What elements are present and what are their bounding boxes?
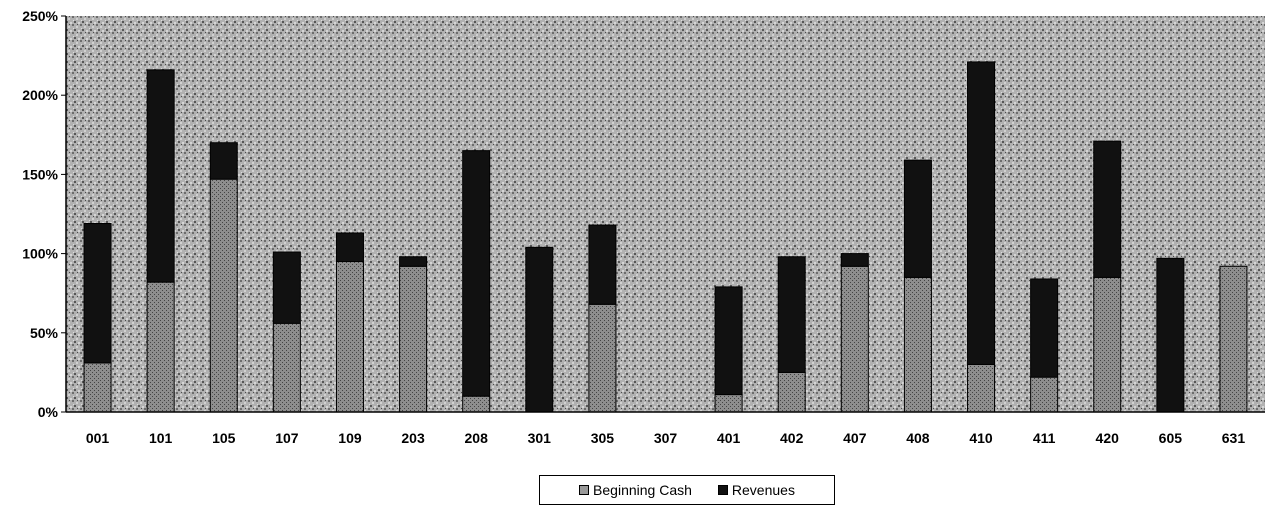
x-tick-label: 305 <box>591 430 615 446</box>
x-tick-label: 107 <box>275 430 299 446</box>
x-tick-label: 631 <box>1222 430 1246 446</box>
bar-revenues-107 <box>272 251 301 324</box>
legend-swatch-revenues <box>717 485 728 495</box>
y-tick-label: 250% <box>22 8 58 24</box>
bar-beginning-cash-101 <box>146 281 175 413</box>
x-tick-label: 109 <box>338 430 362 446</box>
x-tick-label: 301 <box>528 430 552 446</box>
bar-revenues-407 <box>840 253 869 267</box>
y-tick-label: 100% <box>22 246 58 262</box>
y-tick-label: 50% <box>30 325 59 341</box>
plot-area-background <box>66 16 1265 412</box>
y-tick-label: 150% <box>22 166 58 182</box>
bar-beginning-cash-420 <box>1093 276 1122 413</box>
legend-item-beginning-cash: Beginning Cash <box>579 482 692 498</box>
bar-beginning-cash-203 <box>399 265 428 413</box>
bar-beginning-cash-109 <box>335 261 364 413</box>
bar-revenues-105 <box>209 142 238 180</box>
plot-area-overlay <box>66 16 1265 412</box>
bar-revenues-402 <box>777 256 806 373</box>
bar-revenues-401 <box>714 286 743 396</box>
x-tick-label: 208 <box>465 430 489 446</box>
bar-revenues-208 <box>462 150 491 397</box>
bar-revenues-408 <box>903 159 932 278</box>
chart-legend: Beginning Cash Revenues <box>539 475 835 505</box>
x-tick-label: 401 <box>717 430 741 446</box>
x-tick-label: 605 <box>1159 430 1183 446</box>
bar-beginning-cash-402 <box>777 371 806 413</box>
x-tick-label: 203 <box>401 430 425 446</box>
bar-beginning-cash-631 <box>1219 265 1248 413</box>
bar-revenues-101 <box>146 69 175 283</box>
bar-beginning-cash-208 <box>462 395 491 413</box>
x-tick-label: 420 <box>1096 430 1120 446</box>
legend-swatch-beginning-cash <box>579 485 590 495</box>
x-tick-label: 101 <box>149 430 173 446</box>
bar-revenues-001 <box>83 223 112 364</box>
bar-revenues-411 <box>1030 278 1059 378</box>
x-tick-label: 105 <box>212 430 236 446</box>
x-tick-label: 001 <box>86 430 110 446</box>
bar-beginning-cash-401 <box>714 394 743 413</box>
bar-beginning-cash-107 <box>272 322 301 413</box>
bar-revenues-605 <box>1156 257 1185 413</box>
bar-revenues-420 <box>1093 140 1122 278</box>
x-tick-label: 307 <box>654 430 678 446</box>
bar-revenues-203 <box>399 256 428 267</box>
bar-beginning-cash-411 <box>1030 376 1059 413</box>
bar-revenues-301 <box>525 246 554 413</box>
bar-beginning-cash-407 <box>840 265 869 413</box>
bar-beginning-cash-001 <box>83 362 112 413</box>
x-tick-label: 410 <box>969 430 993 446</box>
bar-revenues-410 <box>967 61 996 365</box>
bar-beginning-cash-305 <box>588 303 617 413</box>
bar-beginning-cash-105 <box>209 178 238 413</box>
y-tick-label: 200% <box>22 87 58 103</box>
bar-beginning-cash-408 <box>903 276 932 413</box>
x-tick-label: 411 <box>1033 430 1056 446</box>
bar-revenues-305 <box>588 224 617 305</box>
legend-item-revenues: Revenues <box>717 482 795 498</box>
bar-beginning-cash-410 <box>967 363 996 413</box>
legend-label-revenues: Revenues <box>731 482 795 498</box>
x-tick-label: 407 <box>843 430 867 446</box>
x-tick-label: 408 <box>906 430 930 446</box>
y-tick-label: 0% <box>38 404 59 420</box>
x-tick-label: 402 <box>780 430 804 446</box>
bar-revenues-109 <box>335 232 364 263</box>
legend-label-beginning-cash: Beginning Cash <box>593 482 692 498</box>
